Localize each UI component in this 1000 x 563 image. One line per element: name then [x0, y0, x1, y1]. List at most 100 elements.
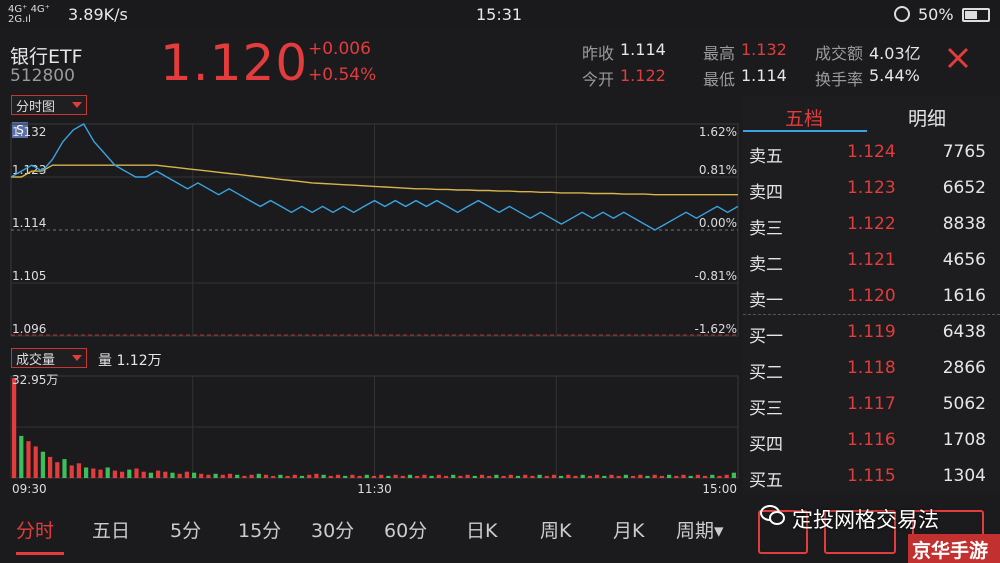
volume-bar	[120, 471, 125, 478]
volume-bar	[256, 473, 261, 478]
open-value: 1.122	[620, 66, 666, 85]
order-book-row: 买一 1.119 6438	[743, 314, 1000, 350]
volume-bar	[112, 470, 117, 478]
security-name: 银行ETF	[10, 46, 83, 68]
level-volume: 4656	[942, 250, 986, 270]
order-book-row: 买四 1.116 1708	[743, 422, 1000, 458]
tab-period[interactable]: 5分	[170, 520, 202, 542]
order-book-row: 买二 1.118 2866	[743, 350, 1000, 386]
volume-bar	[458, 475, 463, 478]
volume-bar	[623, 474, 628, 478]
order-book-divider	[743, 314, 1000, 315]
time-tick-label: 11:30	[357, 482, 392, 496]
volume-bar	[292, 474, 297, 478]
volume-bar	[105, 467, 110, 478]
price-line	[10, 123, 739, 231]
volume-bar	[717, 475, 722, 478]
level-label: 卖四	[749, 183, 783, 203]
average-price-line	[11, 164, 738, 196]
volume-bar	[299, 475, 305, 478]
price-tick-label: 1.132	[12, 125, 46, 139]
volume-bar	[407, 474, 413, 478]
volume-bar	[602, 475, 607, 478]
pct-tick-label: 0.81%	[699, 163, 737, 177]
volume-bar	[479, 474, 485, 478]
tab-period[interactable]: 月K	[613, 520, 645, 542]
tab-period[interactable]: 分时	[16, 520, 55, 542]
level-label: 卖三	[749, 219, 783, 239]
close-icon[interactable]	[944, 44, 972, 72]
order-book-panel: 五档 明细 卖五 1.124 7765 卖四 1.123 6652 卖三 1.122 8838 卖…	[743, 96, 1000, 492]
volume-bar	[213, 473, 218, 478]
pct-tick-label: -1.62%	[695, 322, 737, 336]
level-price: 1.123	[847, 178, 896, 198]
volume-bar	[141, 471, 146, 478]
s-badge[interactable]: S	[12, 122, 28, 138]
tab-period[interactable]: 五日	[92, 520, 131, 542]
volume-bar	[371, 475, 377, 478]
order-book-row: 卖二 1.121 4656	[743, 242, 1000, 278]
order-book-row: 买五 1.115 1304	[743, 458, 1000, 494]
volume-bar	[523, 474, 528, 478]
tab-level2[interactable]: 五档	[785, 108, 824, 130]
volume-bar	[343, 475, 348, 478]
order-book-row: 卖五 1.124 7765	[743, 134, 1000, 170]
intraday-price-chart[interactable]: 1.132 1.62% 1.123 0.81% 1.114 0.00% 1.105 -0.81…	[0, 118, 740, 342]
wechat-tag-text: 定投网格交易法	[792, 508, 939, 532]
tab-details[interactable]: 明细	[908, 108, 947, 130]
tab-period[interactable]: 30分	[311, 520, 355, 542]
price-tick-label: 1.105	[12, 269, 46, 283]
wechat-tag: 定投网格交易法	[742, 496, 974, 538]
tab-period[interactable]: 15分	[238, 520, 282, 542]
volume-bar	[595, 474, 600, 478]
high-label: 最高	[703, 44, 736, 63]
prev-nav-button[interactable]	[758, 510, 808, 554]
volume-bar	[631, 475, 636, 478]
volume-bar	[163, 471, 168, 478]
volume-bar	[307, 474, 312, 478]
volume-bar	[667, 474, 672, 478]
volume-bar	[587, 475, 592, 478]
volume-max-label: 32.95万	[12, 373, 58, 387]
chart-type-dropdown[interactable]: 分时图	[11, 95, 87, 115]
active-tab-underline	[743, 130, 867, 132]
level-label: 买五	[749, 471, 783, 491]
tab-period[interactable]: 60分	[384, 520, 428, 542]
order-book-row: 卖三 1.122 8838	[743, 206, 1000, 242]
volume-bar	[314, 473, 319, 478]
low-label: 最低	[703, 70, 736, 89]
level-label: 买一	[749, 327, 783, 347]
chart-type-label: 分时图	[16, 100, 56, 115]
signal-indicator: 4G⁺ 4G⁺ 2G.ıl	[8, 4, 50, 25]
time-tick-label: 15:00	[702, 482, 737, 496]
volume-bar	[249, 474, 254, 478]
volume-bar	[199, 473, 204, 478]
volume-bar	[91, 468, 96, 478]
volume-bar	[429, 475, 434, 478]
volume-bar	[659, 475, 664, 478]
tab-period[interactable]: 周期▾	[676, 520, 724, 542]
tab-period[interactable]: 日K	[466, 520, 498, 542]
volume-bar	[530, 475, 535, 478]
volume-bar	[731, 472, 736, 478]
indicator-label: 成交量	[16, 353, 56, 368]
volume-bar	[206, 474, 211, 478]
volume-bar	[400, 475, 405, 478]
chevron-down-icon	[72, 355, 82, 361]
volume-bar	[321, 474, 326, 478]
volume-bar	[494, 474, 499, 478]
volume-readout: 量 1.12万	[98, 353, 162, 369]
price-tick-label: 1.123	[12, 163, 46, 177]
level-volume: 6438	[942, 322, 986, 342]
volume-bar	[710, 474, 715, 478]
volume-bar	[379, 474, 384, 478]
turnover-rate-label: 换手率	[815, 70, 864, 89]
volume-bar	[148, 472, 153, 478]
volume-bar	[393, 474, 398, 478]
next-nav-button[interactable]	[824, 510, 896, 554]
volume-bar	[177, 473, 182, 478]
indicator-dropdown[interactable]: 成交量	[11, 348, 87, 368]
volume-chart[interactable]: 32.95万 09:30 11:30 15:00	[0, 368, 740, 498]
battery-icon	[962, 8, 990, 22]
tab-period[interactable]: 周K	[540, 520, 572, 542]
